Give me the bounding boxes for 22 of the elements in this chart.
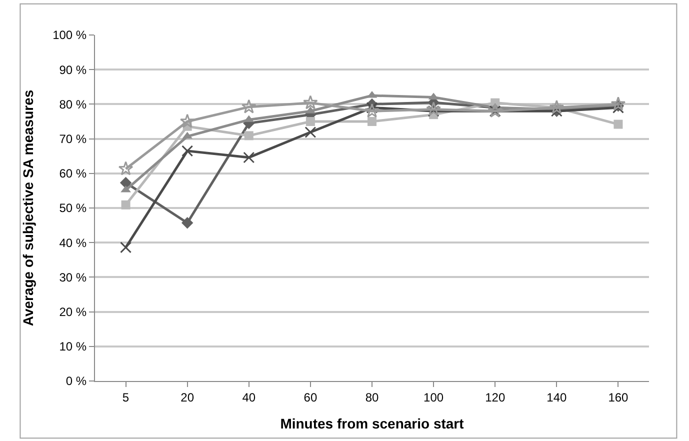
x-tick-label: 80 (365, 390, 379, 404)
y-axis-title: Average of subjective SA measures (20, 90, 36, 326)
y-tick-label: 30 % (59, 270, 87, 284)
x-tick-label: 140 (546, 390, 567, 404)
y-tick-label: 60 % (59, 166, 87, 181)
y-tick-label: 50 % (59, 201, 87, 216)
x-tick-label: 5 (122, 390, 130, 404)
y-tick-label: 10 % (59, 340, 87, 354)
x-tick-label: 60 (304, 390, 318, 404)
x-tick-label: 100 (424, 390, 444, 404)
y-tick-label: 70 % (59, 132, 87, 146)
x-tick-label: 40 (242, 390, 256, 404)
y-tick-label: 40 % (59, 236, 87, 250)
x-tick-label: 20 (180, 390, 194, 404)
x-tick-label: 120 (485, 390, 506, 404)
x-tick-label: 160 (608, 390, 629, 404)
y-tick-label: 80 % (59, 97, 87, 112)
y-tick-label: 90 % (59, 62, 87, 77)
x-axis-title: Minutes from scenario start (280, 416, 464, 432)
y-tick-label: 100 % (52, 28, 87, 42)
y-tick-label: 0 % (66, 374, 87, 388)
y-tick-label: 20 % (59, 305, 87, 319)
